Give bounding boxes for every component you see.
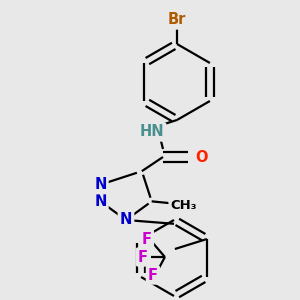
Text: HN: HN [140, 124, 164, 140]
Text: CH₃: CH₃ [170, 199, 197, 212]
Text: F: F [138, 250, 148, 265]
Text: F: F [142, 232, 152, 247]
Text: F: F [148, 268, 158, 283]
Text: O: O [195, 149, 207, 164]
Text: N: N [94, 177, 106, 192]
Text: N: N [94, 194, 106, 209]
Text: N: N [120, 212, 132, 227]
Text: Br: Br [168, 13, 186, 28]
